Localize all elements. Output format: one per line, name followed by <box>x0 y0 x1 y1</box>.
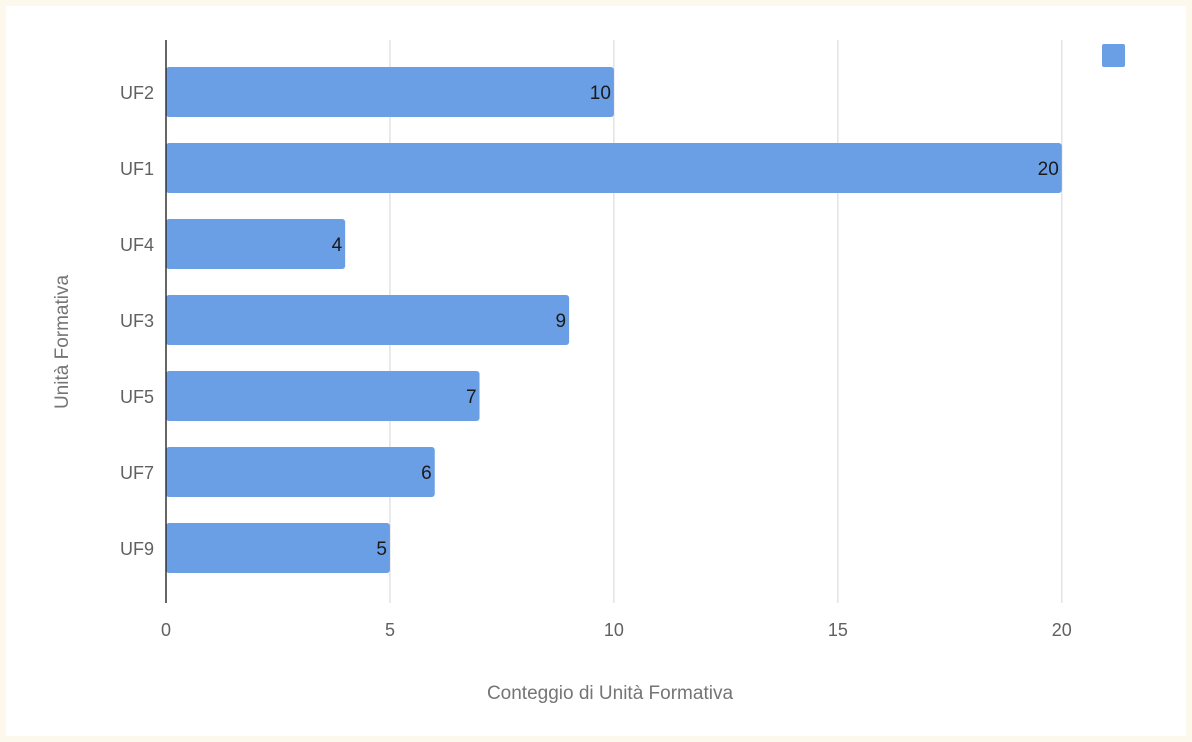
data-label-uf5: 7 <box>466 387 477 408</box>
data-labels: 10 20 4 9 7 6 5 <box>332 83 1059 560</box>
y-tick-label-uf1: UF1 <box>120 159 154 179</box>
data-label-uf3: 9 <box>556 311 567 332</box>
data-label-uf4: 4 <box>332 235 343 256</box>
y-tick-label-uf5: UF5 <box>120 387 154 407</box>
data-label-uf2: 10 <box>590 83 611 104</box>
x-tick-label-0: 0 <box>161 620 171 640</box>
bar-uf5 <box>166 371 480 421</box>
bar-uf2 <box>166 67 614 117</box>
legend-swatch <box>1102 44 1125 67</box>
data-label-uf7: 6 <box>421 463 432 484</box>
y-tick-label-uf7: UF7 <box>120 463 154 483</box>
y-tick-label-uf9: UF9 <box>120 539 154 559</box>
bar-uf9 <box>166 523 390 573</box>
y-tick-labels: UF2 UF1 UF4 UF3 UF5 UF7 UF9 <box>120 83 154 559</box>
chart-frame: 10 20 4 9 7 6 5 UF2 UF1 UF4 UF3 UF5 UF7 UF9 0 5 10 15 20… <box>6 6 1186 736</box>
x-tick-label-5: 5 <box>385 620 395 640</box>
x-tick-label-10: 10 <box>604 620 624 640</box>
bars <box>166 67 1062 573</box>
y-tick-label-uf4: UF4 <box>120 235 154 255</box>
bar-uf7 <box>166 447 435 497</box>
bar-uf1 <box>166 143 1062 193</box>
y-tick-label-uf2: UF2 <box>120 83 154 103</box>
bar-chart: 10 20 4 9 7 6 5 UF2 UF1 UF4 UF3 UF5 UF7 UF9 0 5 10 15 20… <box>52 40 1125 704</box>
x-tick-label-20: 20 <box>1052 620 1072 640</box>
bar-uf3 <box>166 295 570 345</box>
data-label-uf9: 5 <box>376 539 387 560</box>
x-axis-title: Conteggio di Unità Formativa <box>487 683 733 704</box>
data-label-uf1: 20 <box>1038 159 1059 180</box>
bar-uf4 <box>166 219 346 269</box>
y-axis-title: Unità Formativa <box>52 275 73 410</box>
x-tick-label-15: 15 <box>828 620 848 640</box>
x-tick-labels: 0 5 10 15 20 <box>161 620 1072 640</box>
y-tick-label-uf3: UF3 <box>120 311 154 331</box>
